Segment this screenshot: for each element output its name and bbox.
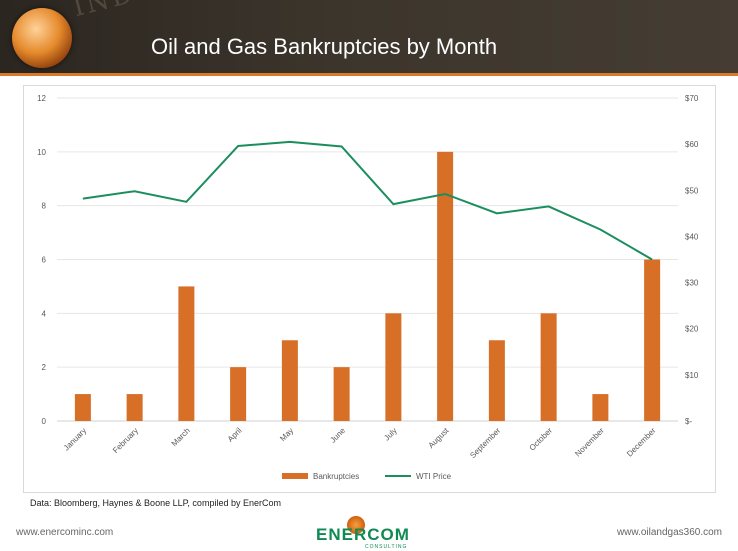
y-right-tick-label: $40 xyxy=(685,232,699,241)
source-note: Data: Bloomberg, Haynes & Boone LLP, com… xyxy=(30,498,281,508)
y-right-tick-label: $50 xyxy=(685,186,699,195)
bar xyxy=(333,367,350,421)
y-left-tick-label: 0 xyxy=(42,417,47,426)
enercom-logo: ENERCOM CONSULTING xyxy=(316,516,426,550)
legend-swatch-bankruptcies xyxy=(282,473,308,479)
y-right-tick-label: $70 xyxy=(685,94,699,103)
bar xyxy=(592,394,609,421)
bar xyxy=(281,340,298,421)
header-background-text: INDUSTI xyxy=(70,0,215,23)
x-tick-label: October xyxy=(528,426,555,453)
x-tick-label: April xyxy=(226,426,244,444)
bar xyxy=(74,394,91,421)
bar xyxy=(488,340,505,421)
footer-link-enercom[interactable]: www.enercominc.com xyxy=(16,527,114,538)
x-tick-label: July xyxy=(382,426,398,442)
chart: 0 2 4 6 8 10 12 $- $10 $20 $30 $40 $50 $60 $70 January F… xyxy=(37,94,699,481)
x-tick-label: August xyxy=(427,426,452,451)
x-tick-label: February xyxy=(111,426,140,455)
y-right-tick-label: $- xyxy=(685,417,692,426)
x-tick-label: September xyxy=(468,426,502,460)
y-right-tick-label: $10 xyxy=(685,371,699,380)
y-left-tick-label: 4 xyxy=(42,309,47,318)
x-tick-label: November xyxy=(573,426,606,459)
y-left-tick-label: 6 xyxy=(42,256,47,265)
y-right-tick-label: $60 xyxy=(685,140,699,149)
page-title: Oil and Gas Bankruptcies by Month xyxy=(151,34,498,59)
logo-text: ENERCOM xyxy=(316,525,410,544)
bar xyxy=(126,394,143,421)
x-tick-label: June xyxy=(328,426,347,445)
bar xyxy=(230,367,247,421)
bar xyxy=(385,313,402,421)
y-right-tick-label: $20 xyxy=(685,325,699,334)
chart-area: 0 2 4 6 8 10 12 $- $10 $20 $30 $40 $50 $60 $70 January F… xyxy=(23,85,716,493)
y-left-tick-label: 2 xyxy=(42,363,47,372)
logo-star-icon xyxy=(347,516,365,534)
bar xyxy=(644,259,661,421)
bar xyxy=(540,313,557,421)
y-left-tick-label: 8 xyxy=(42,202,47,211)
x-tick-label: March xyxy=(170,426,192,448)
x-tick-label: December xyxy=(625,426,658,459)
bar xyxy=(437,151,454,421)
y-left-tick-label: 12 xyxy=(37,94,46,103)
x-tick-label: January xyxy=(62,426,88,452)
logo-subtext: CONSULTING xyxy=(365,544,408,550)
header-banner: INDUSTI Oil and Gas Bankruptcies by Mont… xyxy=(0,0,738,76)
y-right-tick-label: $30 xyxy=(685,279,699,288)
x-tick-label: May xyxy=(278,426,295,443)
legend-label-bankruptcies: Bankruptcies xyxy=(313,472,359,481)
globe-icon xyxy=(12,8,72,68)
bar xyxy=(178,286,195,421)
footer-link-oilandgas360[interactable]: www.oilandgas360.com xyxy=(616,527,722,538)
legend-label-wti-price: WTI Price xyxy=(416,472,452,481)
series-line-wti-price xyxy=(82,140,653,261)
header-divider xyxy=(0,73,738,76)
y-left-tick-label: 10 xyxy=(37,148,46,157)
